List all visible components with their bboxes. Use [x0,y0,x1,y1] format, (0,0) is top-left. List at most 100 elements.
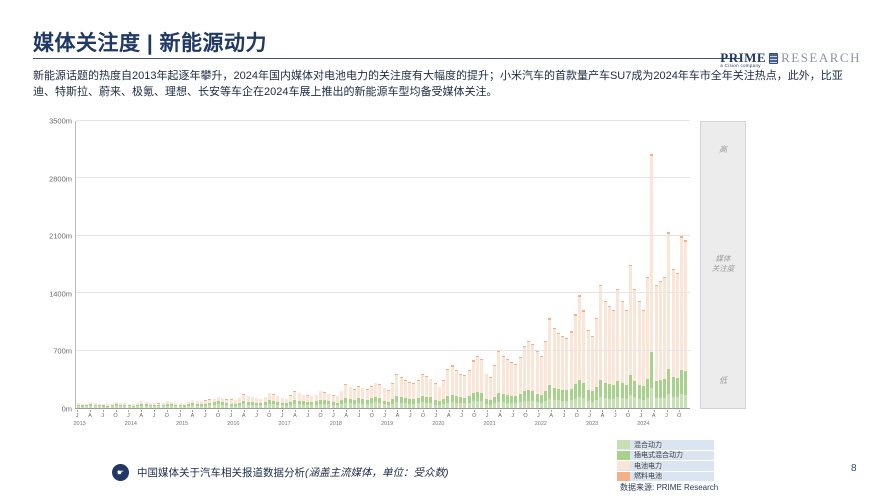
bar-segment [378,385,382,398]
x-tick-label: J [485,413,489,419]
x-tick-label: O [574,413,579,419]
bar-segment [684,239,688,242]
bar-segment [114,405,118,408]
legend-row: 插电式混合动力 [617,450,714,460]
bar-segment [106,406,110,408]
bar-segment [569,330,573,333]
bar-segment [539,394,543,403]
x-tick-mark [435,410,437,412]
bar-slot [331,121,335,408]
x-tick-label: O [318,413,323,419]
bar-segment [484,373,488,375]
scale-axis-title-line1: 媒体 [715,253,731,263]
bar-segment [208,405,212,408]
bar-segment [429,379,433,398]
bar-segment [446,368,450,370]
bar-segment [684,371,688,395]
bar-segment [624,310,628,386]
bar-segment [408,381,412,383]
bar-segment [480,392,484,402]
bar-segment [216,401,220,405]
bar-slot [76,121,80,408]
x-tick-mark [679,410,681,412]
bar-slot [527,121,531,408]
x-tick-label: J [613,413,617,419]
bar-segment [297,400,301,405]
bar-segment [505,394,509,403]
bar-segment [535,351,539,394]
bar-slot [484,121,488,408]
bar-slot [658,121,662,408]
bar-segment [556,334,560,390]
bar-segment [607,398,611,408]
bar-slot [187,121,191,408]
bar-segment [365,389,369,400]
bar-segment [221,404,225,408]
bar-segment [148,404,152,407]
bar-segment [110,405,114,407]
bar-segment [641,309,645,311]
bar-segment [522,391,526,402]
x-tick-mark [333,410,335,412]
bar-segment [178,403,182,406]
x-axis-labels: J A J O 2013 J A J O 2014 J A J O 2015 J A J O 2016 J A J O 2017… [73,410,690,432]
bar-slot [80,121,84,408]
bar-slot [378,121,382,408]
bar-segment [119,404,123,407]
bar-segment [641,400,645,408]
bar-segment [616,289,620,291]
bar-slot [616,121,620,408]
bar-slot [582,121,586,408]
x-tick-label: J [537,413,540,419]
bar-segment [522,346,526,392]
bar-segment [221,401,225,405]
bar-segment [93,404,97,407]
bar-slot [140,121,144,408]
bar-segment [514,363,518,365]
bar-segment [212,398,216,403]
bar-segment [612,309,616,311]
bar-segment [471,393,475,402]
bar-segment [284,398,288,404]
x-tick-label: J [357,413,361,419]
bar-segment [399,396,403,403]
bar-slot [272,121,276,408]
bar-segment [573,398,577,408]
bar-slot [463,121,467,408]
bar-segment [208,402,212,406]
bar-segment [357,385,361,387]
bar-segment [310,396,314,403]
bar-segment [484,398,488,405]
bar-segment [403,397,407,404]
bar-segment [420,374,424,396]
x-tick-label: J [408,413,412,419]
bar-segment [310,405,314,408]
bar-segment [408,382,412,399]
bar-segment [157,403,161,406]
bar-slot [246,121,250,408]
bar-slot [416,121,420,408]
bar-segment [667,231,671,234]
bar-segment [675,272,679,275]
bar-segment [85,405,89,407]
bar-segment [658,282,662,381]
bar-segment [174,406,178,408]
bar-slot [348,121,352,408]
x-tick-mark [320,410,322,412]
x-tick-label: J [639,413,643,419]
bar-segment [238,402,242,406]
bar-segment [603,302,607,384]
bar-segment [425,377,429,397]
bar-slot [510,121,514,408]
bar-slot [654,121,658,408]
legend-row: 混合动力 [617,440,714,450]
bar-segment [153,406,157,408]
bar-segment [165,405,169,408]
bar-segment [318,399,322,404]
bar-slot [429,121,433,408]
bar-segment [663,397,667,408]
bar-segment [654,285,658,287]
bar-segment [658,397,662,408]
x-tick-mark [154,410,155,412]
bar-slot [437,121,441,408]
